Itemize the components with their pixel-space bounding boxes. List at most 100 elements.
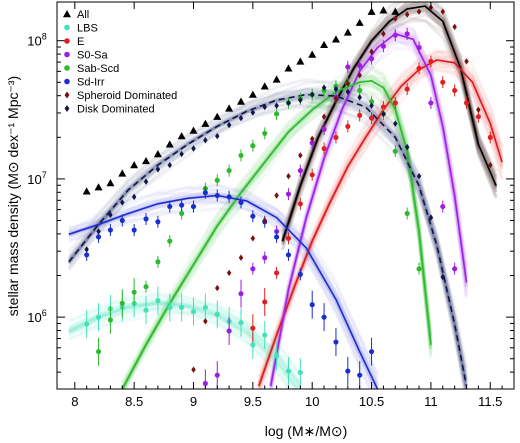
data-point — [177, 132, 186, 140]
data-point — [298, 96, 303, 104]
data-point — [463, 100, 470, 106]
data-point — [250, 266, 256, 272]
fit-curve-sab-scd — [121, 79, 432, 389]
x-tick-label: 11.5 — [478, 394, 502, 409]
band-line — [68, 293, 302, 377]
legend-marker — [64, 105, 70, 112]
data-point — [357, 72, 362, 79]
data-point — [393, 15, 398, 22]
data-point — [236, 97, 245, 105]
legend-marker — [64, 38, 70, 44]
band-line — [68, 186, 379, 376]
data-point — [250, 143, 256, 149]
data-point — [226, 168, 232, 174]
data-point — [262, 217, 267, 224]
data-point — [309, 172, 315, 178]
band-line — [67, 83, 468, 379]
data-point — [309, 91, 315, 98]
band-line — [68, 192, 379, 385]
data-point — [369, 102, 374, 109]
band-line — [123, 81, 433, 389]
band-line — [120, 91, 433, 389]
legend-marker — [64, 65, 70, 71]
y-tick-label: 107 — [27, 170, 46, 187]
data-point — [143, 307, 149, 313]
data-point — [476, 106, 481, 114]
data-point — [191, 145, 196, 152]
band-line — [67, 104, 466, 389]
fit-curve-disk-dominated — [68, 93, 468, 387]
data-point — [404, 31, 410, 37]
data-point — [225, 104, 234, 112]
data-point — [250, 342, 256, 348]
band-line — [67, 86, 468, 379]
data-point — [131, 227, 137, 233]
series-all — [82, 6, 400, 195]
legend-item-disk-dominated: Disk Dominated — [64, 104, 155, 116]
data-point — [297, 369, 303, 375]
band-line — [121, 90, 433, 388]
band-line — [121, 64, 433, 389]
data-point — [345, 368, 351, 374]
data-point — [250, 213, 256, 219]
data-point — [391, 7, 400, 15]
data-point — [392, 148, 398, 154]
data-point — [416, 8, 422, 15]
data-point — [367, 7, 376, 15]
data-point — [345, 123, 351, 129]
x-tick-label: 9.5 — [244, 394, 262, 409]
data-point — [96, 228, 101, 235]
data-point — [95, 234, 102, 240]
data-point — [440, 79, 446, 85]
data-point — [297, 168, 303, 174]
band-line — [67, 89, 468, 383]
data-point — [202, 304, 208, 311]
band-line — [68, 207, 372, 389]
y-axis-title: stellar mass density (M⊙ dex⁻¹ Mpc⁻³) — [5, 76, 21, 316]
data-point — [333, 134, 339, 141]
band-line — [269, 29, 468, 389]
data-point — [416, 65, 422, 71]
x-tick-label: 8 — [71, 394, 78, 409]
legend-label: Spheroid Dominated — [77, 90, 177, 102]
data-point — [167, 238, 173, 244]
data-point — [131, 193, 137, 201]
data-point — [272, 75, 281, 83]
data-point — [404, 210, 410, 217]
band-line — [67, 80, 468, 372]
band-line — [68, 192, 379, 388]
data-point — [274, 353, 280, 359]
fit-curve-sd-irr — [68, 194, 379, 389]
data-point — [226, 121, 232, 129]
band-line — [269, 33, 468, 385]
data-point — [262, 332, 268, 338]
data-point — [262, 103, 267, 111]
data-point — [368, 349, 375, 355]
data-point — [119, 300, 125, 306]
band-line — [257, 54, 504, 379]
data-point — [368, 56, 375, 62]
data-point — [308, 50, 317, 58]
data-point — [296, 57, 305, 65]
band-line — [68, 301, 302, 389]
data-point — [142, 156, 151, 165]
legend-marker — [64, 51, 70, 58]
data-point — [84, 321, 90, 327]
band-line — [281, 16, 498, 246]
data-point — [404, 86, 410, 92]
data-point — [167, 161, 173, 169]
series-s0-sa — [202, 27, 458, 389]
band-line — [68, 311, 293, 389]
band-line — [68, 193, 379, 387]
data-point — [404, 11, 410, 18]
band-line — [269, 26, 468, 384]
band-line — [68, 308, 300, 389]
band-line — [281, 2, 498, 244]
band-line — [68, 300, 302, 385]
data-point — [309, 135, 315, 143]
data-point — [274, 102, 279, 109]
data-point — [260, 82, 269, 90]
legend-item-sd-irr: Sd-Irr — [64, 77, 105, 89]
